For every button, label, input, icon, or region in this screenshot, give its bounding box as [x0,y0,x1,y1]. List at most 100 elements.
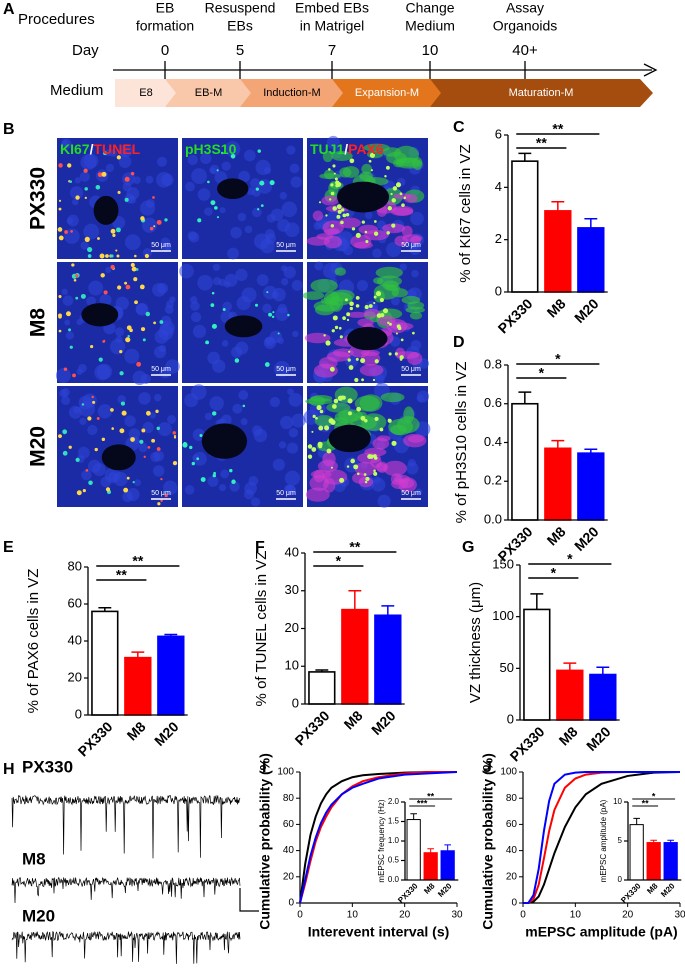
row-label: M8 [27,308,50,337]
stain-dot [172,431,176,435]
pax6-stain [364,308,381,318]
pax6-stain [306,236,330,246]
nuclei [115,335,123,343]
nuclei [166,414,176,424]
stain-dot [132,481,135,484]
stain-dot [119,349,123,354]
stain-dot [353,464,359,470]
stain-dot [110,254,114,258]
nuclei [386,242,402,258]
nuclei [61,138,72,150]
lumen [224,315,263,338]
row-label: M20 [27,426,50,467]
stain-dot [346,312,351,317]
nuclei [152,465,165,477]
stain-dot [329,198,332,201]
micrograph: 50 μm [57,386,178,507]
stain-dot [335,183,339,188]
stain-dot [141,428,146,433]
significance-label: * [567,551,573,567]
micrograph: 50 μm [303,382,431,508]
nuclei [281,201,298,218]
nuclei [152,282,166,297]
stain-dot [67,163,72,168]
stain-dot [111,427,114,430]
stain-dot [160,499,163,502]
nuclei [79,401,96,417]
stain-dot [210,200,216,206]
nuclei [252,425,263,436]
nuclei [153,346,167,359]
error-bar [131,651,145,658]
stain-dot [100,273,105,278]
stain-dot [81,403,85,406]
significance-label: * [551,565,557,581]
day-label: 0 [161,42,169,59]
nuclei [238,170,251,183]
cumulative-curve [523,771,681,904]
nuclei [118,155,132,168]
significance-label: ** [536,135,547,151]
stain-dot [324,425,330,431]
stain-dot [116,227,121,233]
stain-dot [347,358,351,362]
nuclei [235,268,248,282]
y-tick-label: 30 [285,582,299,597]
x-tick-label: PX330 [75,718,116,759]
stain-dot [196,457,200,461]
medium-label: Expansion-M [355,87,419,99]
error-bar [633,817,640,825]
micrograph: 50 μm [179,262,303,383]
lumen [328,424,371,453]
stain-dot [98,357,103,362]
pax6-stain [359,363,384,377]
nuclei [142,247,153,258]
stain-dot [183,442,187,445]
stain-dot [325,340,331,346]
nuclei [119,143,133,158]
tuj1-stain [354,395,380,412]
stain-dot [91,395,94,399]
pax6-stain [354,461,377,477]
medium-label: EB-M [195,87,223,99]
nuclei [278,441,287,449]
stain-dot [155,409,159,414]
nuclei [124,415,136,427]
stain-dot [332,164,336,168]
stain-dot [130,437,135,442]
stain-dot [372,454,377,458]
stain-dot [257,149,261,153]
stain-dot [159,320,164,324]
stain-dot [355,357,359,361]
nuclei [255,159,271,176]
y-axis-label: % of pH3S10 cells in VZ [453,362,470,524]
stain-dot [62,450,68,456]
stain-dot [330,191,335,196]
nuclei [192,451,207,466]
nuclei [372,248,382,258]
pax6-stain [323,235,342,249]
stain-dot [287,313,290,317]
y-tick-label: 0 [618,875,623,884]
stain-dot [97,237,100,240]
nuclei [270,208,284,221]
stain-dot [354,377,359,383]
time-arrowhead [643,63,658,77]
nuclei [64,228,80,244]
y-tick-label: 0.4 [484,434,502,449]
stain-dot [397,326,402,331]
nuclei [411,269,419,278]
trace-label: PX330 [22,757,73,776]
nuclei [169,296,176,303]
tuj1-stain [361,163,373,175]
nuclei [154,393,162,402]
stain-dot [344,298,348,302]
stain-dot [312,414,316,418]
nuclei [192,428,206,441]
stain-dot [156,426,161,431]
scale-bar-label: 50 μm [401,490,421,497]
stain-dot [311,447,317,452]
stain-dot [124,197,129,202]
stain-dot [105,254,109,258]
stain-dot [58,434,62,439]
